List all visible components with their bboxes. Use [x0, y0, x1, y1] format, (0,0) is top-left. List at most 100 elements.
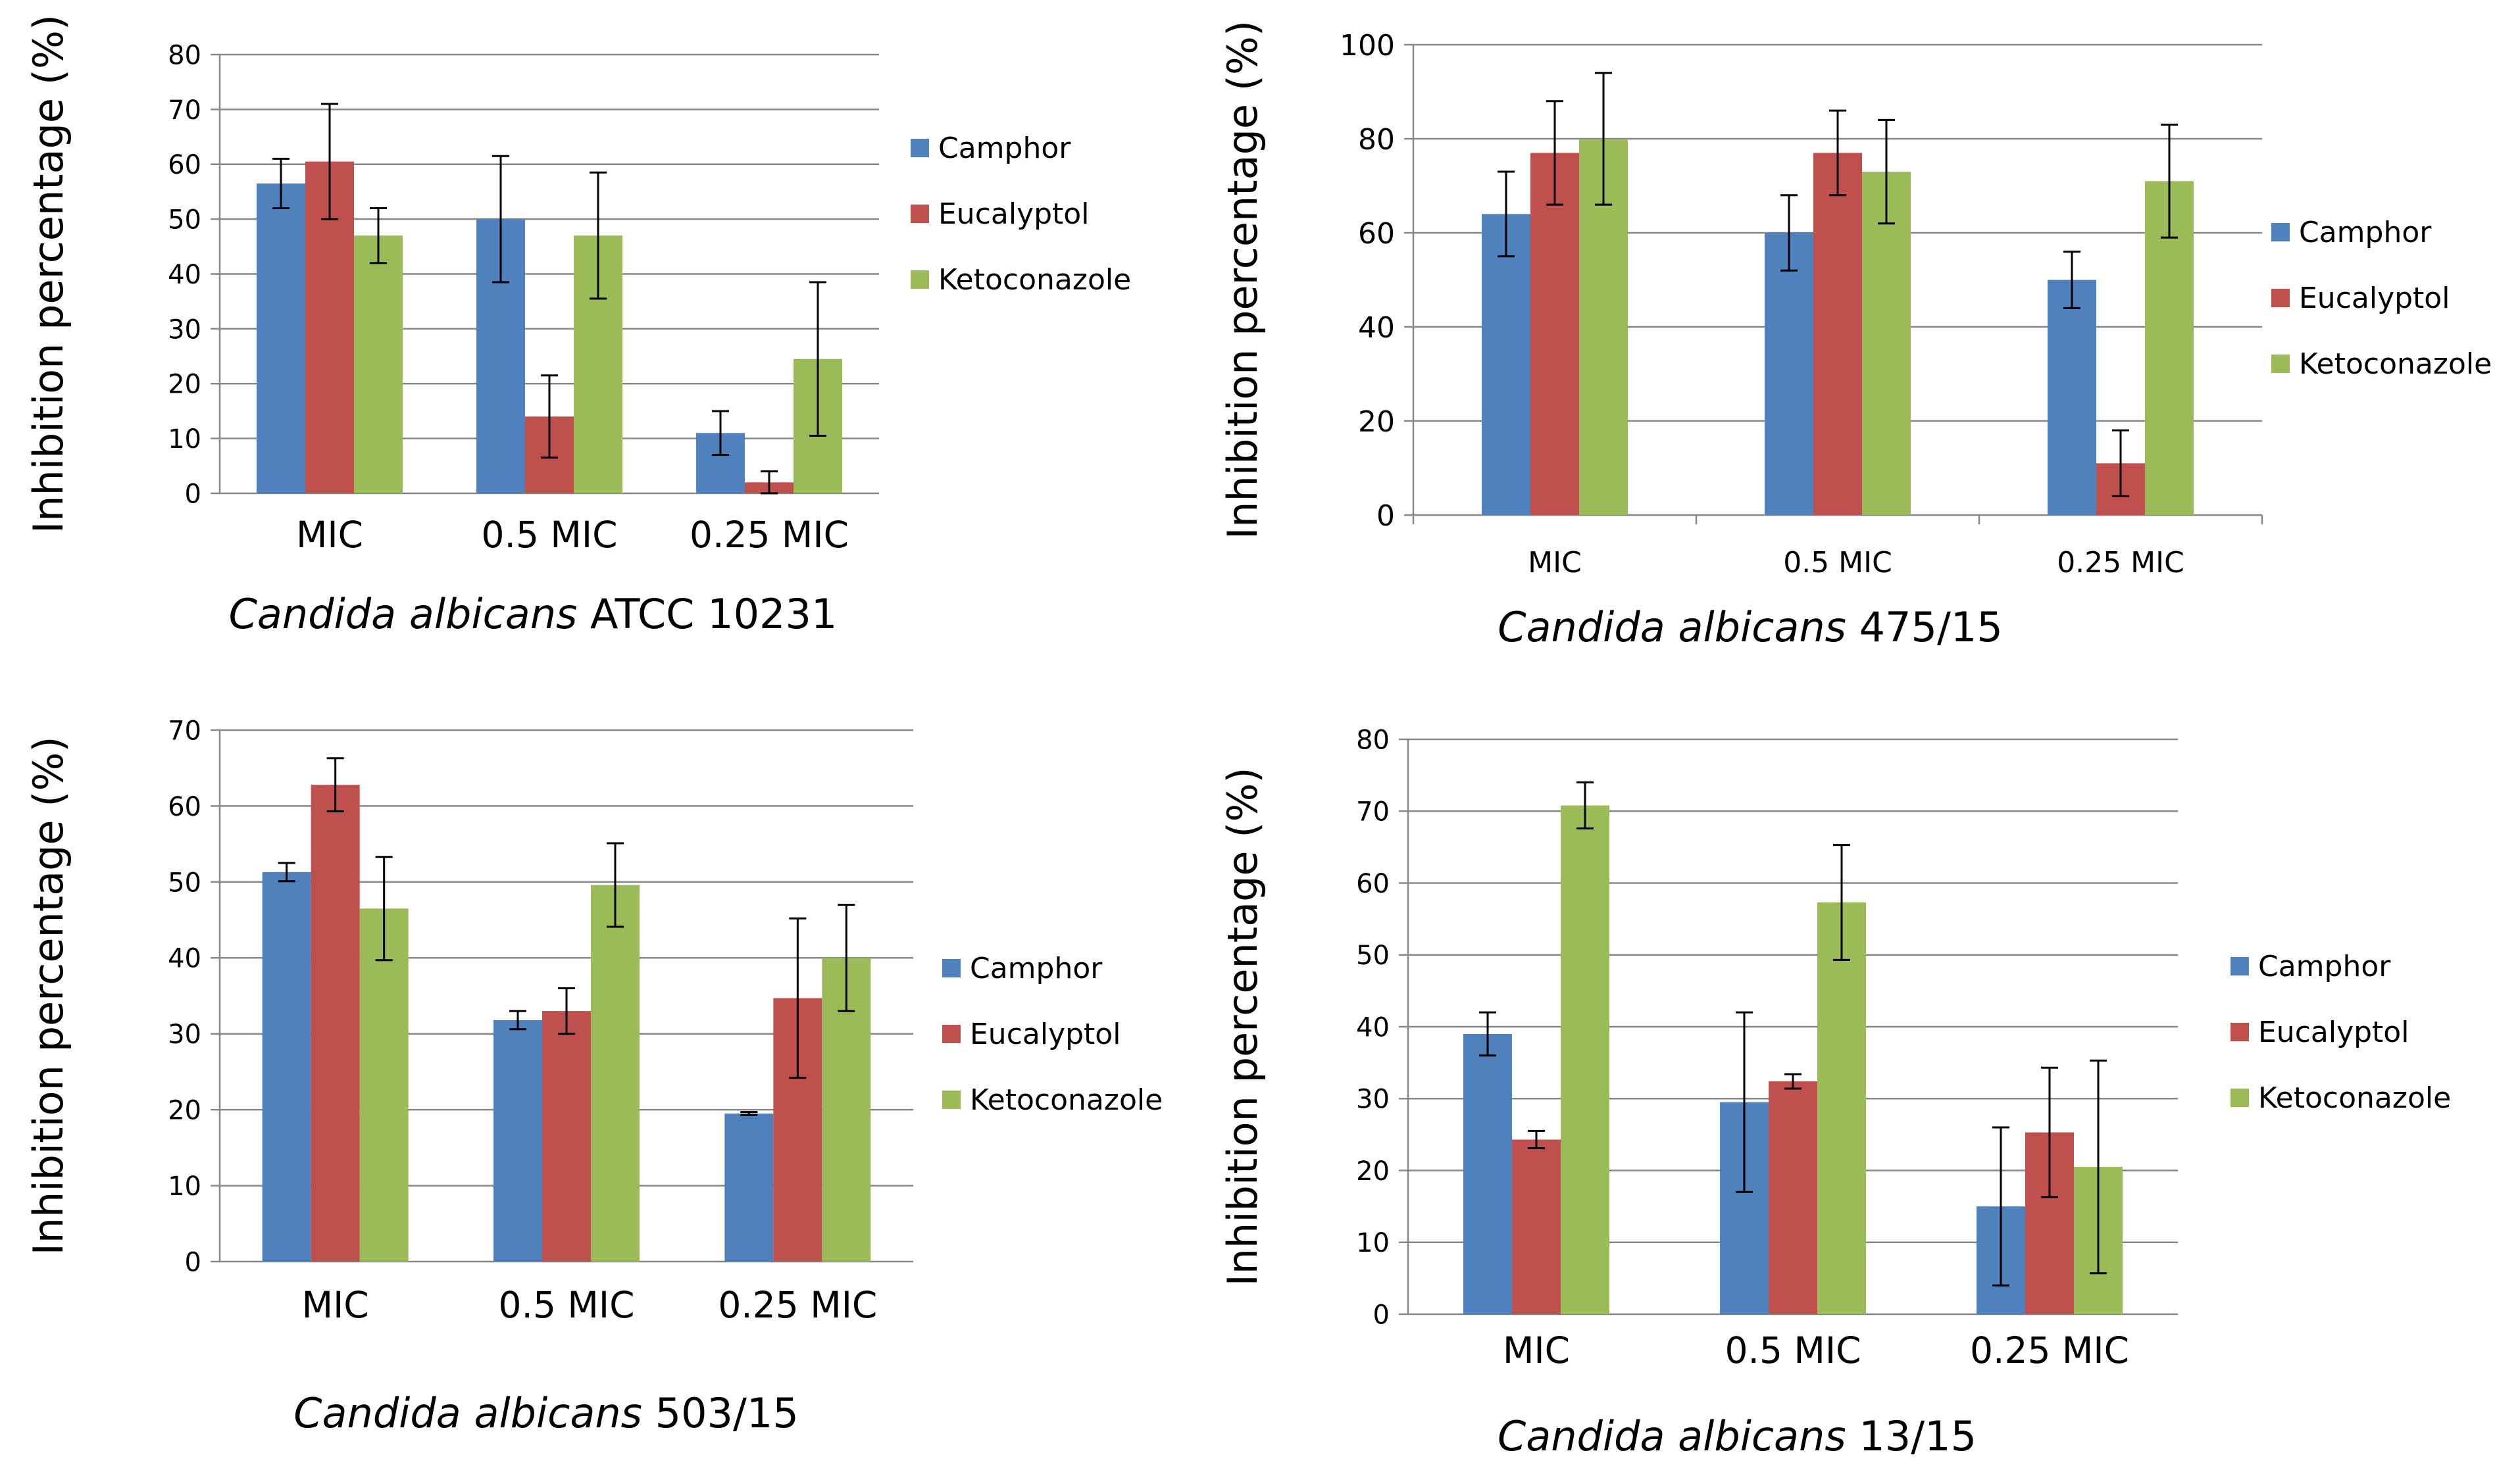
y-tick-label: 40 [168, 260, 201, 290]
y-tick-label: 100 [1340, 29, 1395, 62]
y-tick-label: 50 [168, 868, 201, 898]
legend-label-eucalyptol: Eucalyptol [970, 1018, 1121, 1051]
y-tick-label: 60 [1358, 217, 1395, 251]
y-tick-label: 10 [1356, 1228, 1390, 1258]
y-tick-label: 0 [1373, 1300, 1390, 1330]
chart-title-strain: 503/15 [642, 1389, 799, 1437]
bar-eucalyptol-2 [1769, 1081, 1817, 1314]
y-tick-label: 0 [185, 1247, 201, 1277]
legend-swatch-camphor [2271, 223, 2290, 241]
bar-eucalyptol-1 [311, 785, 360, 1262]
bar-camphor-1 [262, 872, 311, 1262]
bar-ketoconazole-1 [354, 235, 403, 493]
y-tick-label: 50 [168, 205, 201, 235]
y-axis-label: Inhibition percentage (%) [1219, 767, 1267, 1286]
y-axis-label: Inhibition percentage (%) [24, 14, 72, 533]
bar-camphor-1 [257, 183, 305, 493]
legend-swatch-ketoconazole [2271, 355, 2290, 373]
bar-eucalyptol-1 [1530, 153, 1579, 515]
chart-title-strain: 475/15 [1846, 603, 2003, 651]
chart-title: Candida albicans 475/15 [1498, 603, 2003, 651]
bar-camphor-2 [493, 1020, 542, 1262]
legend-label-camphor: Camphor [2258, 950, 2391, 983]
legend-label-camphor: Camphor [938, 132, 1071, 165]
chart-title: Candida albicans ATCC 10231 [229, 590, 838, 638]
legend-swatch-camphor [2230, 957, 2249, 975]
x-category-label: MIC [1503, 1329, 1570, 1371]
y-tick-label: 40 [168, 944, 201, 974]
y-tick-label: 70 [168, 716, 201, 746]
y-tick-label: 20 [1356, 1156, 1390, 1187]
y-tick-label: 80 [1358, 123, 1395, 157]
y-tick-label: 60 [168, 792, 201, 822]
bar-camphor-2 [1765, 233, 1813, 515]
bar-camphor-3 [724, 1113, 774, 1262]
y-tick-label: 0 [1376, 499, 1395, 533]
chart-title-strain: 13/15 [1846, 1412, 1977, 1460]
x-category-label: MIC [1528, 546, 1582, 579]
x-category-label: 0.5 MIC [1783, 546, 1892, 579]
y-tick-label: 60 [168, 150, 201, 180]
bar-camphor-1 [1482, 214, 1530, 515]
bar-ketoconazole-1 [1561, 805, 1609, 1314]
chart-title-species: Candida albicans [1498, 1412, 1846, 1460]
y-tick-label: 10 [168, 1171, 201, 1202]
bar-eucalyptol-2 [542, 1011, 591, 1262]
x-category-label: MIC [302, 1284, 369, 1326]
chart-panel-4: 0 10 20 30 40 50 60 70 80 MIC 0.5 MIC 0.25 MIC Inhib… [1219, 725, 2451, 1460]
legend-label-eucalyptol: Eucalyptol [938, 197, 1089, 231]
legend-label-eucalyptol: Eucalyptol [2258, 1016, 2409, 1049]
bar-eucalyptol-1 [1512, 1139, 1561, 1314]
bar-camphor-3 [2048, 280, 2096, 515]
x-category-label: 0.25 MIC [718, 1284, 877, 1326]
bar-ketoconazole-2 [1862, 172, 1911, 515]
chart-title: Candida albicans 503/15 [293, 1389, 799, 1437]
y-axis-label: Inhibition percentage (%) [1219, 20, 1267, 539]
chart-title-species: Candida albicans [229, 590, 578, 638]
legend-label-ketoconazole: Ketoconazole [2299, 347, 2492, 381]
y-tick-label: 30 [168, 1020, 201, 1050]
x-category-label: 0.25 MIC [1970, 1329, 2129, 1371]
y-tick-label: 40 [1358, 311, 1395, 345]
x-category-label: 0.5 MIC [481, 514, 617, 556]
legend-swatch-ketoconazole [2230, 1089, 2249, 1107]
legend-label-ketoconazole: Ketoconazole [970, 1083, 1163, 1117]
legend-swatch-eucalyptol [942, 1025, 961, 1043]
x-category-label: 0.5 MIC [1725, 1329, 1861, 1371]
x-category-label: 0.25 MIC [2057, 546, 2184, 579]
legend-swatch-eucalyptol [2271, 289, 2290, 307]
chart-title-strain: ATCC 10231 [577, 590, 837, 638]
bar-ketoconazole-2 [1817, 902, 1866, 1314]
chart-panel-3: 0 10 20 30 40 50 60 70 MIC 0.5 MIC 0.25 MIC Inhibit… [24, 716, 1163, 1437]
legend-label-ketoconazole: Ketoconazole [2258, 1081, 2451, 1115]
legend-swatch-ketoconazole [942, 1091, 961, 1109]
y-tick-label: 10 [168, 424, 201, 455]
y-tick-label: 30 [168, 314, 201, 345]
y-tick-label: 70 [1356, 797, 1390, 827]
legend-label-camphor: Camphor [2299, 216, 2432, 249]
bar-eucalyptol-2 [1813, 153, 1862, 515]
y-tick-label: 80 [168, 40, 201, 70]
y-tick-label: 70 [168, 95, 201, 126]
legend-label-ketoconazole: Ketoconazole [938, 263, 1131, 297]
bar-ketoconazole-2 [591, 885, 640, 1262]
chart-title-species: Candida albicans [293, 1389, 642, 1437]
x-category-label: 0.25 MIC [690, 514, 849, 556]
x-category-label: 0.5 MIC [498, 1284, 634, 1326]
y-tick-label: 20 [168, 1096, 201, 1126]
y-tick-label: 0 [185, 479, 201, 509]
y-tick-label: 20 [168, 370, 201, 400]
y-tick-label: 60 [1356, 869, 1390, 899]
y-tick-label: 20 [1358, 405, 1395, 439]
y-tick-label: 40 [1356, 1012, 1390, 1043]
legend-swatch-eucalyptol [911, 205, 929, 223]
legend-label-eucalyptol: Eucalyptol [2299, 282, 2450, 315]
x-category-label: MIC [296, 514, 363, 556]
legend-swatch-eucalyptol [2230, 1023, 2249, 1041]
chart-title-species: Candida albicans [1498, 603, 1846, 651]
y-axis-label: Inhibition percentage (%) [24, 736, 72, 1255]
legend-swatch-ketoconazole [911, 270, 929, 289]
bar-camphor-1 [1463, 1033, 1512, 1314]
legend-swatch-camphor [911, 139, 929, 157]
